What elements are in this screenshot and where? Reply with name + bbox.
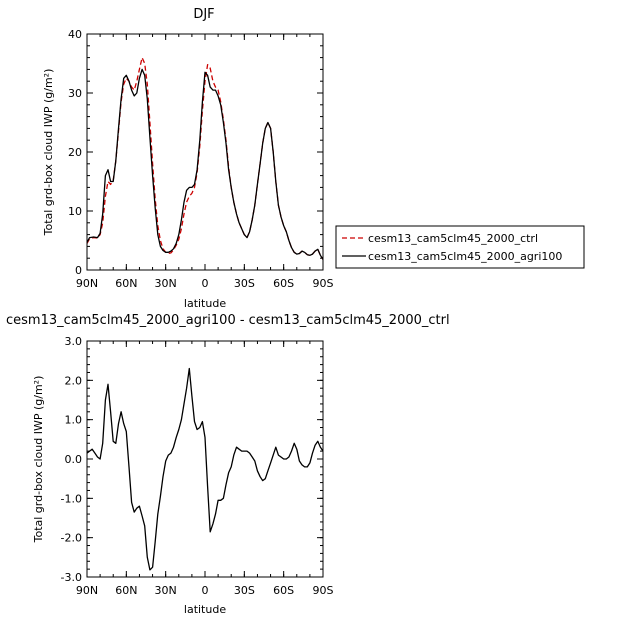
legend: cesm13_cam5clm45_2000_ctrl cesm13_cam5cl… — [335, 225, 585, 269]
top-x-tick-label: 90S — [313, 277, 334, 290]
bottom-y-tick-label: 1.0 — [65, 414, 83, 427]
top-panel: DJF 90N 60N 30N 0 30S 60S 90S 0 10 20 30 40 latitud… — [42, 7, 334, 310]
bottom-y-tick-label: 3.0 — [65, 335, 83, 348]
top-plot-frame — [86, 33, 324, 271]
bottom-y-tick-label: 0.0 — [65, 453, 83, 466]
bottom-y-tick-label: -1.0 — [61, 492, 82, 505]
top-y-tick-label: 0 — [75, 264, 82, 277]
top-y-tick-label: 20 — [68, 146, 82, 159]
bottom-x-tick-label: 90N — [76, 584, 98, 597]
bottom-y-axis-title: Total grd-box cloud IWP (g/m²) — [32, 376, 45, 544]
bottom-x-tick-label: 60S — [273, 584, 294, 597]
bottom-x-tick-label: 30N — [155, 584, 177, 597]
bottom-y-tick-label: 2.0 — [65, 374, 83, 387]
legend-agri100-label: cesm13_cam5clm45_2000_agri100 — [368, 250, 562, 263]
top-y-axis-title: Total grd-box cloud IWP (g/m²) — [42, 69, 55, 237]
bottom-chart-title: cesm13_cam5clm45_2000_agri100 - cesm13_c… — [6, 313, 450, 328]
bottom-x-tick-label: 60N — [115, 584, 137, 597]
top-x-tick-label: 30N — [155, 277, 177, 290]
top-y-tick-label: 30 — [68, 87, 82, 100]
bottom-plot-area: 90N 60N 30N 0 30S 60S 90S -3.0 -2.0 -1.0 0.0 1.0 2.0… — [61, 335, 334, 597]
bottom-y-tick-label: -2.0 — [61, 532, 82, 545]
bottom-x-tick-label: 0 — [202, 584, 209, 597]
top-x-tick-label: 60N — [115, 277, 137, 290]
bottom-x-tick-label: 30S — [234, 584, 255, 597]
legend-box — [335, 225, 585, 269]
top-x-tick-label: 90N — [76, 277, 98, 290]
bottom-x-tick-label: 90S — [313, 584, 334, 597]
top-y-tick-label: 10 — [68, 205, 82, 218]
top-series-line-2 — [86, 68, 324, 260]
top-chart-title: DJF — [193, 7, 214, 22]
bottom-panel: cesm13_cam5clm45_2000_agri100 - cesm13_c… — [6, 313, 450, 616]
top-x-tick-label: 60S — [273, 277, 294, 290]
top-x-tick-label: 0 — [202, 277, 209, 290]
legend-ctrl-label: cesm13_cam5clm45_2000_ctrl — [368, 232, 538, 245]
bottom-series-line-1 — [86, 367, 324, 571]
top-x-tick-label: 30S — [234, 277, 255, 290]
top-plot-area: 90N 60N 30N 0 30S 60S 90S 0 10 20 30 40 — [68, 28, 334, 290]
bottom-y-tick-label: -3.0 — [61, 571, 82, 584]
bottom-x-axis-title: latitude — [184, 603, 226, 616]
top-y-tick-label: 40 — [68, 28, 82, 41]
bottom-plot-frame — [86, 340, 324, 578]
top-x-axis-title: latitude — [184, 297, 226, 310]
